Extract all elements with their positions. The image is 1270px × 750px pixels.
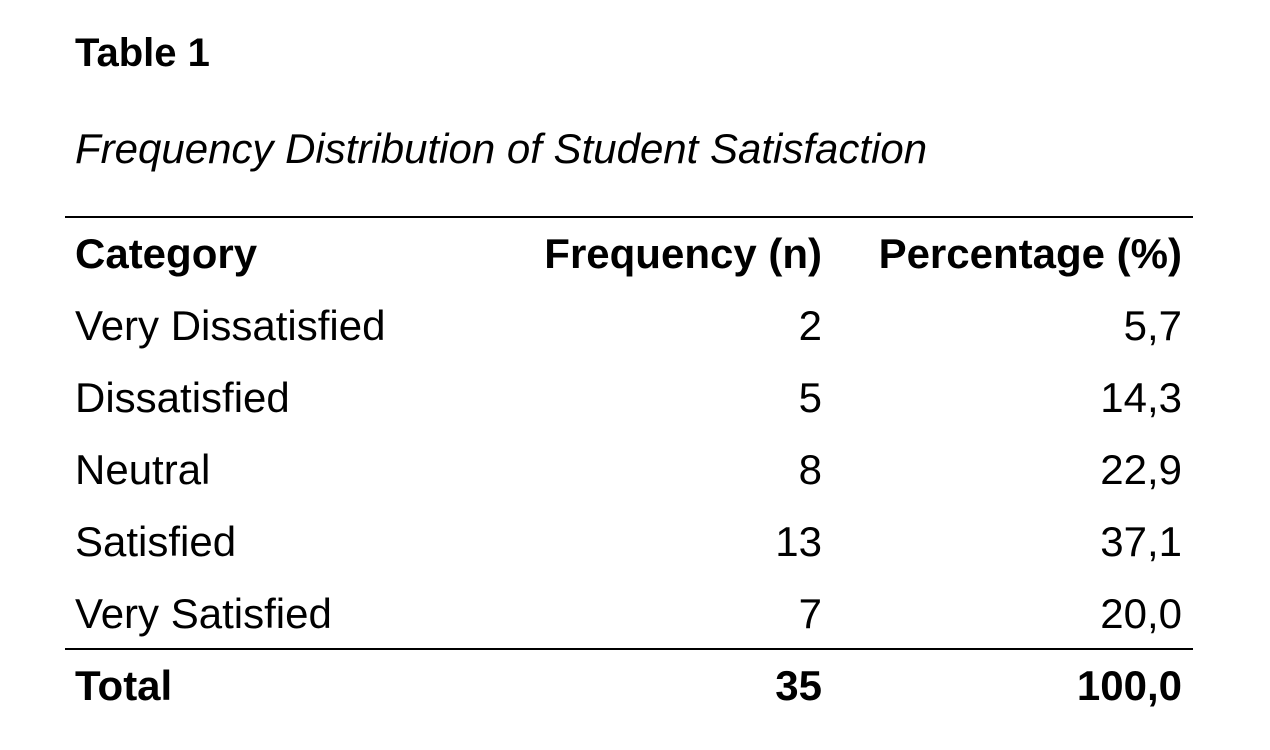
table-cell: 2 [798, 302, 822, 349]
total-cell: Total [75, 662, 173, 709]
table-cell: 20,0 [1100, 590, 1182, 637]
table-cell: Neutral [75, 446, 211, 493]
total-cell: 35 [775, 662, 822, 709]
table-cell: 37,1 [1100, 518, 1182, 565]
table-cell: 8 [798, 446, 822, 493]
table-label: Table 1 [75, 31, 210, 75]
top-rule [65, 216, 1193, 218]
table-cell: 13 [775, 518, 822, 565]
header-cell: Frequency (n) [544, 230, 822, 277]
table-cell: Very Dissatisfied [75, 302, 386, 349]
table-cell: 14,3 [1100, 374, 1182, 421]
header-cell: Percentage (%) [878, 230, 1182, 277]
table-cell: 7 [798, 590, 822, 637]
header-cell: Category [75, 230, 258, 277]
total-cell: 100,0 [1076, 662, 1182, 709]
table-cell: 22,9 [1100, 446, 1182, 493]
table-cell: Satisfied [75, 518, 237, 565]
total-rule [65, 648, 1193, 650]
table-cell: 5 [798, 374, 822, 421]
table-cell: Very Satisfied [75, 590, 332, 637]
table-cell: 5,7 [1123, 302, 1182, 349]
table-cell: Dissatisfied [75, 374, 290, 421]
table-caption: Frequency Distribution of Student Satisf… [75, 125, 928, 172]
